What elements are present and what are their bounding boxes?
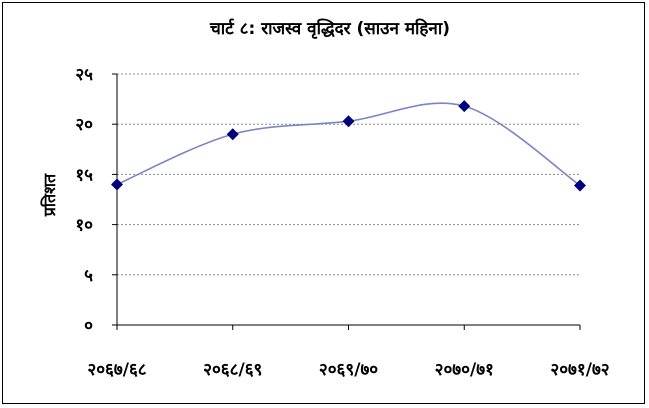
- chart-title: चार्ट ८: राजस्व वृद्धिदर (साउन महिना): [209, 18, 450, 39]
- axes: [112, 73, 581, 330]
- x-tick-label: २०६८/६९: [203, 360, 262, 380]
- gridlines: [117, 73, 580, 276]
- data-point-marker: [111, 178, 123, 191]
- data-point-marker: [458, 100, 471, 113]
- data-point-marker: [574, 179, 586, 192]
- x-tick-label: २०७०/७१: [435, 360, 494, 380]
- y-tick-labels: ० ५ १० १५ २० २५: [75, 65, 93, 336]
- y-axis-title: प्रतिशत: [40, 173, 59, 217]
- x-tick-label: २०७१/७२: [550, 360, 609, 380]
- x-tick-labels: २०६७/६८ २०६८/६९ २०६९/७० २०७०/७१ २०७१/७२: [87, 360, 609, 380]
- data-point-marker: [342, 115, 355, 128]
- x-tick-label: २०६७/६८: [87, 360, 146, 380]
- y-tick-label: २५: [75, 65, 93, 85]
- y-tick-label: ०: [84, 316, 93, 336]
- y-tick-label: २०: [75, 115, 93, 135]
- x-tick-label: २०६९/७०: [319, 360, 378, 380]
- y-tick-label: १५: [75, 165, 93, 185]
- data-point-marker: [226, 128, 239, 141]
- series-revenue-growth: [111, 100, 586, 192]
- chart-frame: [2, 2, 645, 404]
- y-tick-label: ५: [84, 266, 93, 286]
- y-tick-label: १०: [75, 216, 93, 236]
